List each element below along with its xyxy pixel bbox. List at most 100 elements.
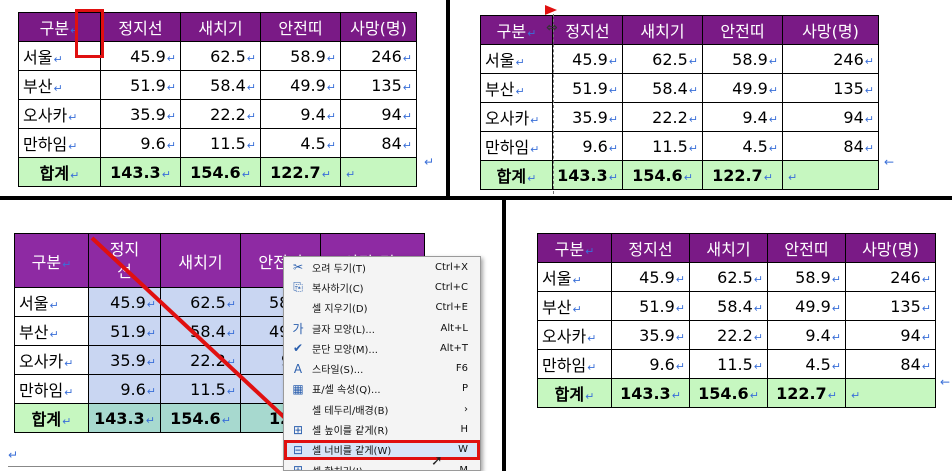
menu-item-equal-height[interactable]: ⊞ 셀 높이를 같게(R) H: [284, 419, 480, 439]
table-cell[interactable]: 부산↵: [537, 291, 612, 321]
table-cell[interactable]: 122.7↵: [767, 378, 846, 408]
table-cell[interactable]: 58.9↵: [767, 262, 846, 292]
header-cell[interactable]: 구분↵: [480, 15, 553, 45]
ruler-marker-icon[interactable]: [545, 5, 557, 15]
menu-item-para-shape[interactable]: ✔ 문단 모양(M)... Alt+T: [284, 338, 480, 358]
table-cell[interactable]: 오사카↵: [14, 345, 89, 375]
table-cell[interactable]: 143.3↵: [552, 160, 623, 190]
table-cell[interactable]: 9.6↵: [100, 128, 181, 158]
table-cell[interactable]: 35.9↵: [88, 345, 161, 375]
table-cell[interactable]: 9.4↵: [260, 99, 341, 129]
table-cell[interactable]: 84↵: [845, 349, 936, 379]
header-cell[interactable]: 안전띠: [240, 233, 321, 288]
menu-item-style[interactable]: A 스타일(S)... F6: [284, 358, 480, 378]
table-cell[interactable]: 22.2↵: [689, 320, 768, 350]
table-cell[interactable]: 154.6↵: [689, 378, 768, 408]
table-cell[interactable]: 9.6↵: [88, 374, 161, 404]
table-cell[interactable]: 만하임↵: [18, 128, 101, 158]
table-cell[interactable]: 오사카↵: [480, 102, 553, 132]
table-cell[interactable]: 135↵: [340, 70, 417, 100]
table-cell[interactable]: 22.2↵: [622, 102, 703, 132]
table-cell[interactable]: 35.9↵: [100, 99, 181, 129]
table-cell[interactable]: 서울↵: [14, 287, 89, 317]
table-cell[interactable]: ↵: [845, 378, 936, 408]
menu-item-copy[interactable]: ⎘ 복사하기(C) Ctrl+C: [284, 277, 480, 297]
table-cell[interactable]: 58.4↵: [180, 70, 261, 100]
table-cell[interactable]: ↵: [782, 160, 879, 190]
table-cell[interactable]: 만하임↵: [14, 374, 89, 404]
table-cell[interactable]: 84↵: [782, 131, 879, 161]
table-cell[interactable]: 45.9↵: [552, 44, 623, 74]
table-cell[interactable]: 154.6↵: [622, 160, 703, 190]
table-cell[interactable]: 49.9↵: [702, 73, 783, 103]
header-cell[interactable]: 구분↵: [14, 233, 89, 288]
table-cell[interactable]: 122.7↵: [702, 160, 783, 190]
table-cell[interactable]: 246↵: [782, 44, 879, 74]
table-cell[interactable]: 58.4↵: [622, 73, 703, 103]
table-cell[interactable]: 합계↵: [18, 157, 101, 187]
table-cell[interactable]: 154.6↵: [180, 157, 261, 187]
data-table[interactable]: 구분↵ 정지선 새치기 안전띠 사망(명) 서울↵ 45.9↵ 62.5↵ 58…: [537, 233, 936, 408]
table-cell[interactable]: 35.9↵: [552, 102, 623, 132]
menu-item-cell-border[interactable]: 셀 테두리/배경(B) ›: [284, 399, 480, 419]
header-cell[interactable]: 사망(명): [845, 233, 936, 263]
data-table[interactable]: 구분↵ 정지선 새치기 안전띠 사망(명) 서울↵ 45.9↵ 62.5↵ 58…: [18, 12, 417, 187]
table-cell[interactable]: 246↵: [845, 262, 936, 292]
header-cell[interactable]: 사망(명): [782, 15, 879, 45]
table-cell[interactable]: 135↵: [845, 291, 936, 321]
table-cell[interactable]: 62.5↵: [689, 262, 768, 292]
menu-item-merge-cells[interactable]: ⊞셀 합치기(J)M: [284, 460, 480, 470]
table-cell[interactable]: 9.6↵: [611, 349, 690, 379]
header-cell[interactable]: 정지선: [100, 12, 181, 42]
table-cell[interactable]: 부산↵: [480, 73, 553, 103]
table-cell[interactable]: 135↵: [782, 73, 879, 103]
table-cell[interactable]: 58.9↵: [260, 41, 341, 71]
header-cell[interactable]: 새치기: [160, 233, 241, 288]
menu-item-cut[interactable]: ✂ 오려 두기(T) Ctrl+X: [284, 257, 480, 277]
table-cell[interactable]: 서울↵: [537, 262, 612, 292]
header-cell[interactable]: 안전띠: [260, 12, 341, 42]
header-cell[interactable]: 정지선: [552, 15, 623, 45]
table-cell[interactable]: 부산↵: [14, 316, 89, 346]
table-cell[interactable]: 84↵: [340, 128, 417, 158]
table-cell[interactable]: 143.3↵: [611, 378, 690, 408]
header-cell[interactable]: 안전띠: [702, 15, 783, 45]
table-cell[interactable]: 4.5↵: [702, 131, 783, 161]
table-cell[interactable]: 만하임↵: [537, 349, 612, 379]
table-cell[interactable]: 11.5↵: [689, 349, 768, 379]
table-cell[interactable]: 45.9↵: [611, 262, 690, 292]
table-cell[interactable]: 51.9↵: [100, 70, 181, 100]
table-cell[interactable]: 4.5↵: [260, 128, 341, 158]
table-cell[interactable]: 9.6↵: [552, 131, 623, 161]
table-cell[interactable]: 45.9↵: [100, 41, 181, 71]
table-cell[interactable]: 49.9↵: [767, 291, 846, 321]
table-cell[interactable]: 만하임↵: [480, 131, 553, 161]
header-cell[interactable]: 새치기: [689, 233, 768, 263]
table-cell[interactable]: 62.5↵: [622, 44, 703, 74]
table-cell[interactable]: 62.5↵: [180, 41, 261, 71]
table-cell[interactable]: 51.9↵: [611, 291, 690, 321]
table-cell[interactable]: 94↵: [845, 320, 936, 350]
table-cell[interactable]: 11.5↵: [180, 128, 261, 158]
table-cell[interactable]: 49.9↵: [260, 70, 341, 100]
header-cell[interactable]: 구분↵: [18, 12, 101, 42]
table-cell[interactable]: 154.6↵: [160, 403, 241, 433]
table-cell[interactable]: 58.9↵: [702, 44, 783, 74]
table-cell[interactable]: 58.4↵: [689, 291, 768, 321]
table-cell[interactable]: 143.3↵: [100, 157, 181, 187]
table-cell[interactable]: 246↵: [340, 41, 417, 71]
table-cell[interactable]: 22.2↵: [180, 99, 261, 129]
table-cell[interactable]: ↵: [340, 157, 417, 187]
table-cell[interactable]: 51.9↵: [552, 73, 623, 103]
menu-item-char-shape[interactable]: 가 글자 모양(L)... Alt+L: [284, 318, 480, 338]
table-cell[interactable]: 4.5↵: [767, 349, 846, 379]
table-cell[interactable]: 오사카↵: [18, 99, 101, 129]
header-cell[interactable]: 새치기: [622, 15, 703, 45]
table-cell[interactable]: 94↵: [782, 102, 879, 132]
table-cell[interactable]: 143.3↵: [88, 403, 161, 433]
table-cell[interactable]: 합계↵: [537, 378, 612, 408]
header-cell[interactable]: 정지선: [611, 233, 690, 263]
table-cell[interactable]: 합계↵: [14, 403, 89, 433]
header-cell[interactable]: 사망(명): [340, 12, 417, 42]
header-cell[interactable]: 새치기: [180, 12, 261, 42]
